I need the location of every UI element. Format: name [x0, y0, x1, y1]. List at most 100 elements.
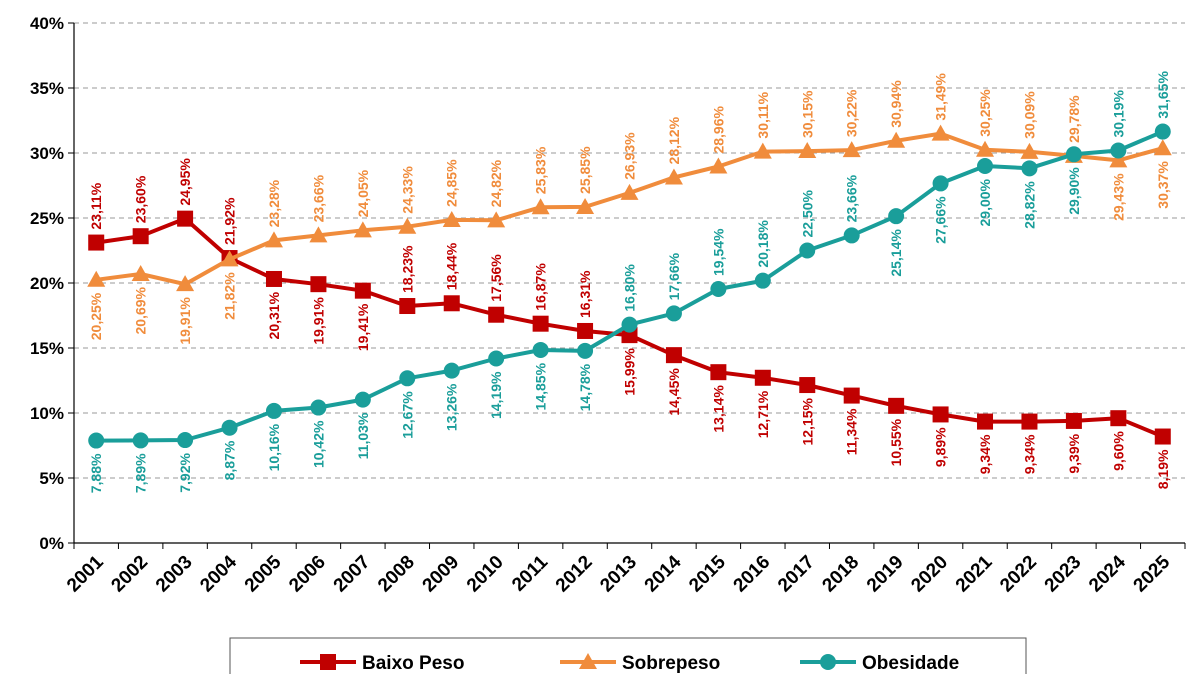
- x-tick-label: 2001: [63, 551, 108, 596]
- data-point: [532, 315, 549, 332]
- x-tick-label: 2023: [1041, 552, 1086, 597]
- data-point: [665, 305, 682, 322]
- data-point: [576, 197, 595, 214]
- data-point: [398, 217, 417, 234]
- x-tick-label: 2002: [107, 552, 152, 597]
- legend-label: Obesidade: [862, 653, 959, 674]
- data-point: [665, 347, 682, 364]
- data-label: 14,45%: [666, 368, 682, 416]
- data-label: 23,66%: [844, 174, 860, 222]
- data-label: 30,09%: [1021, 91, 1037, 139]
- grid-lines: [74, 22, 1185, 479]
- data-point: [577, 342, 594, 359]
- legend: Baixo Peso Sobrepeso Obesidade: [229, 637, 1027, 674]
- data-label: 10,16%: [266, 423, 282, 471]
- data-label: 9,34%: [977, 434, 993, 474]
- data-label: 30,94%: [888, 80, 904, 128]
- data-label: 18,44%: [444, 242, 460, 290]
- data-label: 20,18%: [755, 220, 771, 268]
- data-label: 25,85%: [577, 146, 593, 194]
- data-label: 20,69%: [133, 286, 149, 334]
- x-tick-label: 2003: [152, 552, 197, 597]
- data-point: [487, 211, 506, 228]
- data-point: [1110, 142, 1127, 159]
- data-label: 24,85%: [444, 159, 460, 207]
- x-tick-label: 2008: [374, 552, 419, 597]
- data-point: [1154, 123, 1171, 140]
- data-point: [1110, 410, 1127, 427]
- x-tick-label: 2010: [463, 552, 508, 597]
- data-label: 12,15%: [799, 398, 815, 446]
- data-label: 17,56%: [488, 254, 504, 302]
- data-point: [888, 397, 905, 414]
- data-label: 30,25%: [977, 89, 993, 137]
- data-point: [798, 142, 817, 159]
- data-point: [888, 208, 905, 225]
- data-point: [1154, 428, 1171, 445]
- x-tick-label: 2024: [1085, 551, 1130, 596]
- legend-box: [229, 637, 1027, 674]
- data-point: [754, 369, 771, 386]
- data-point: [310, 399, 327, 416]
- x-tick-label: 2014: [641, 551, 686, 596]
- data-label: 29,00%: [977, 178, 993, 226]
- data-label: 7,92%: [177, 452, 193, 492]
- data-point: [620, 183, 639, 200]
- data-label: 12,71%: [755, 390, 771, 438]
- data-label: 9,39%: [1066, 433, 1082, 473]
- data-point: [177, 432, 194, 449]
- data-label: 30,15%: [799, 90, 815, 138]
- data-point: [843, 387, 860, 404]
- data-point: [1065, 412, 1082, 429]
- data-label: 23,28%: [266, 179, 282, 227]
- data-label: 13,14%: [710, 385, 726, 433]
- x-tick-label: 2004: [196, 551, 241, 596]
- data-label: 17,66%: [666, 252, 682, 300]
- x-tick-label: 2005: [241, 551, 286, 596]
- y-tick-label: 10%: [30, 404, 64, 423]
- data-label: 25,83%: [533, 146, 549, 194]
- data-point: [799, 242, 816, 259]
- data-point: [843, 227, 860, 244]
- x-tick-label: 2018: [818, 552, 863, 597]
- data-point: [442, 210, 461, 227]
- y-tick-label: 15%: [30, 339, 64, 358]
- data-point: [1065, 146, 1082, 163]
- data-label: 21,92%: [222, 197, 238, 245]
- data-label: 16,31%: [577, 270, 593, 318]
- data-label: 27,66%: [933, 196, 949, 244]
- data-label: 14,78%: [577, 363, 593, 411]
- data-label: 10,55%: [888, 418, 904, 466]
- data-point: [176, 275, 195, 292]
- x-tick-label: 2013: [596, 552, 641, 597]
- data-label: 12,67%: [399, 391, 415, 439]
- data-label: 30,37%: [1155, 161, 1171, 209]
- data-point: [265, 270, 282, 287]
- data-label: 11,03%: [355, 412, 371, 459]
- data-point: [710, 364, 727, 381]
- data-point: [265, 402, 282, 419]
- y-tick-label: 40%: [30, 14, 64, 33]
- data-point: [443, 295, 460, 312]
- x-axis: 2001 2002 2003 2004 2005 2006 2007 2008 2009 2010…: [63, 542, 1186, 597]
- data-label: 9,89%: [933, 427, 949, 467]
- data-point: [88, 234, 105, 251]
- data-label: 29,78%: [1066, 95, 1082, 143]
- data-label: 16,80%: [622, 264, 638, 312]
- data-point: [887, 131, 906, 148]
- x-tick-label: 2007: [330, 552, 375, 597]
- data-label: 24,95%: [177, 158, 193, 206]
- data-label: 21,82%: [222, 272, 238, 320]
- data-label: 31,65%: [1155, 71, 1171, 119]
- data-point: [132, 228, 149, 245]
- data-point: [399, 370, 416, 387]
- data-label: 9,34%: [1021, 434, 1037, 474]
- y-tick-label: 20%: [30, 274, 64, 293]
- data-point: [131, 265, 150, 282]
- data-point: [579, 653, 597, 669]
- x-tick-label: 2011: [508, 551, 552, 595]
- data-point: [220, 250, 239, 267]
- data-point: [1021, 413, 1038, 430]
- data-label: 7,88%: [88, 453, 104, 493]
- data-point: [932, 406, 949, 423]
